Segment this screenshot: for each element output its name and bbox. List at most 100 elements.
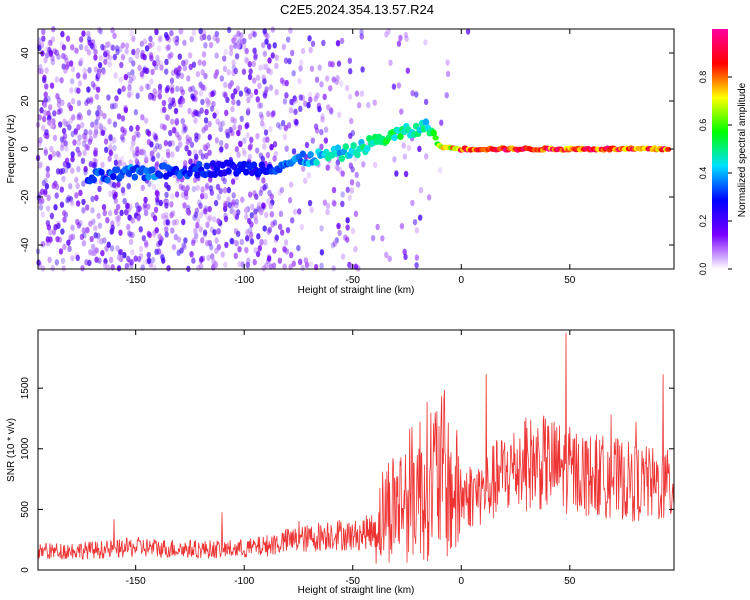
spectrogram-cell (114, 95, 119, 102)
spectrogram-cell (51, 150, 57, 158)
spectrogram-cell (176, 236, 182, 243)
spectrogram-cell (124, 263, 129, 270)
spectrogram-cell (261, 202, 266, 209)
spectrogram-cell (202, 84, 207, 92)
spectrogram-cell (127, 79, 133, 87)
spectrogram-cell (396, 40, 402, 47)
spectrogram-cell (50, 265, 56, 272)
spectrogram-ridge-cell (342, 143, 349, 151)
spectrogram-cell (170, 69, 176, 77)
spectrogram-cell (135, 124, 140, 132)
spectrogram-cell (87, 138, 93, 145)
spectrogram-cell (283, 124, 288, 132)
spectrogram-ridge-cell (242, 168, 250, 176)
spectrogram-cell (220, 251, 225, 258)
spectrogram-cell (345, 224, 350, 231)
spectrogram-cell (232, 209, 237, 217)
spectrogram-cell (73, 129, 79, 136)
spectrogram-cell (270, 111, 275, 118)
spectrogram-cell (437, 167, 443, 174)
spectrogram-cell (119, 209, 124, 217)
colorbar-tick-label: 0.0 (698, 263, 708, 276)
spectrogram-cell (272, 42, 277, 49)
spectrogram-cell (92, 149, 98, 157)
spectrogram-cell (110, 224, 115, 231)
spectrogram-cell (238, 90, 244, 97)
spectrogram-cell (304, 261, 310, 269)
spectrogram-cell (119, 155, 125, 163)
spectrogram-cell (150, 150, 155, 157)
spectrogram-cell (128, 125, 134, 132)
x-tick-label: 0 (458, 275, 464, 286)
spectrogram-cell (62, 118, 67, 125)
spectrogram-cell (217, 121, 223, 128)
spectrogram-cell (69, 87, 74, 94)
spectrogram-cell (220, 120, 225, 127)
spectrogram-cell (96, 26, 102, 34)
spectrogram-cell (103, 138, 109, 145)
spectrogram-cell (290, 49, 295, 57)
spectrogram-cell (94, 194, 99, 202)
spectrogram-cell (100, 129, 106, 136)
spectrogram-cell (49, 145, 54, 153)
spectrogram-cell (70, 114, 76, 121)
spectrogram-cell (115, 203, 121, 211)
spectrogram-cell (40, 241, 45, 248)
spectrogram-cell (253, 88, 259, 96)
spectrogram-cell (237, 246, 242, 253)
snr-line-layer (37, 332, 675, 564)
spectrogram-cell (112, 136, 117, 144)
spectrogram-cell (189, 250, 194, 258)
spectrogram-cell (259, 209, 264, 216)
spectrogram-cell (124, 209, 130, 216)
spectrogram-cell (98, 110, 104, 117)
spectrogram-cell (55, 93, 60, 100)
spectrogram-cell (73, 128, 78, 135)
spectrogram-cell (392, 156, 397, 163)
spectrogram-cell (366, 101, 371, 109)
spectrogram-cell (272, 141, 278, 148)
spectrogram-cell (212, 229, 217, 236)
spectrogram-cell (261, 74, 266, 81)
spectrogram-cell (207, 149, 212, 156)
spectrogram-cell (154, 135, 159, 142)
spectrogram-cell (403, 170, 409, 178)
spectrogram-cell (223, 212, 228, 220)
spectrogram-cell (57, 151, 62, 159)
spectrogram-cell (252, 77, 257, 84)
spectrogram-cell (182, 243, 187, 251)
spectrogram-cell (444, 92, 449, 99)
spectrogram-cell (170, 87, 175, 94)
spectrogram-cell (63, 167, 69, 174)
spectrogram-cell (124, 42, 130, 49)
spectrogram-cell (323, 137, 329, 144)
spectrogram-cell (178, 27, 183, 35)
snr-panel: -150 -100 -50 0 50 0 500 1000 1500 Height of st… (6, 329, 675, 596)
spectrogram-cell (95, 114, 101, 121)
spectrogram-cell (133, 109, 139, 116)
spectrogram-cell (154, 190, 160, 197)
spectrogram-cell (164, 226, 169, 233)
spectrogram-cell (279, 77, 285, 84)
spectrogram-cell (228, 126, 233, 134)
spectrogram-cell (288, 107, 294, 114)
spectrogram-cell (116, 265, 122, 272)
spectrogram-cell (261, 265, 266, 272)
spectrogram-cell (107, 209, 113, 217)
spectrogram-cell (111, 189, 117, 196)
spectrogram-cell (158, 59, 164, 67)
spectrogram-cell (94, 119, 99, 126)
spectrogram-cell (347, 93, 353, 100)
spectrogram-y-label: Frequency (Hz) (6, 115, 17, 184)
spectrogram-cell (138, 226, 143, 233)
spectrogram-cell (235, 230, 241, 238)
spectrogram-cell (291, 148, 297, 155)
spectrogram-cell (75, 182, 80, 190)
spectrogram-cell (269, 210, 275, 218)
spectrogram-cell (112, 121, 118, 128)
spectrogram-cell (266, 110, 271, 118)
spectrogram-cell (266, 43, 272, 50)
spectrogram-cell (46, 224, 52, 231)
spectrogram-cell (325, 164, 330, 171)
spectrogram-cell (298, 94, 303, 101)
